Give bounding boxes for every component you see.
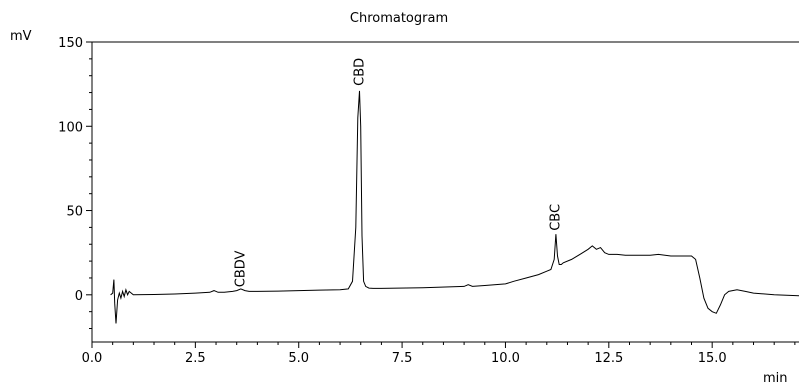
peak-annotations: CBDV CBD CBC <box>233 58 563 287</box>
x-tick-label: 5.0 <box>288 351 309 366</box>
y-axis-label: mV <box>10 29 32 44</box>
x-axis-label: min <box>763 371 788 386</box>
y-tick-label: 0 <box>75 289 83 304</box>
chart-title: Chromatogram <box>350 11 448 26</box>
tick-labels: 0.0 2.5 5.0 7.5 10.0 12.5 15.0 0 50 100 150 <box>58 36 726 366</box>
x-tick-label: 15.0 <box>698 351 727 366</box>
x-tick-label: 12.5 <box>594 351 623 366</box>
x-tick-label: 7.5 <box>392 351 413 366</box>
x-tick-label: 0.0 <box>82 351 103 366</box>
peak-label-cbd: CBD <box>352 58 367 86</box>
chromatogram-trace <box>110 90 799 324</box>
y-tick-label: 50 <box>66 205 83 220</box>
y-tick-label: 100 <box>58 120 83 135</box>
x-tick-label: 10.0 <box>491 351 520 366</box>
y-tick-label: 150 <box>58 36 83 51</box>
tick-marks <box>86 41 796 348</box>
peak-label-cbc: CBC <box>548 204 563 231</box>
axes <box>91 41 799 343</box>
peak-label-cbdv: CBDV <box>233 250 248 287</box>
x-tick-label: 2.5 <box>185 351 206 366</box>
